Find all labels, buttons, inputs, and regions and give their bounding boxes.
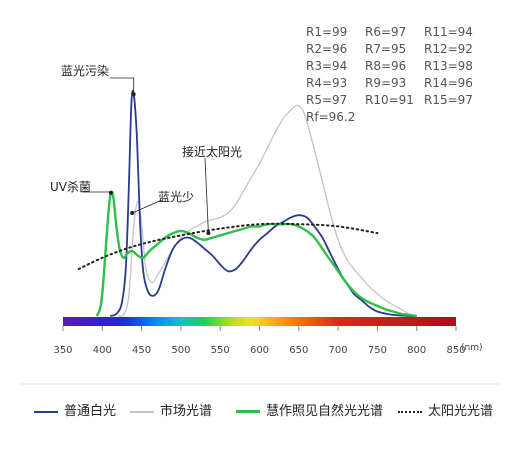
legend-swatch xyxy=(34,410,58,413)
x-tick-label: 700 xyxy=(329,345,348,356)
x-tick-label: 400 xyxy=(93,345,112,356)
annotation-less-blue: 蓝光少 xyxy=(158,190,195,204)
legend-item-huizuo-natural: 慧作照见自然光光谱 xyxy=(236,400,383,419)
cri-value: R8=96 xyxy=(365,59,407,73)
annotation-dot xyxy=(130,211,135,215)
legend-label: 太阳光光谱 xyxy=(428,404,494,419)
x-tick-label: 550 xyxy=(211,345,230,356)
cri-column-3: R11=94 R12=92 R13=98 R14=96 R15=97 xyxy=(424,24,473,109)
series-layer xyxy=(77,89,417,318)
annotation-near-sunlight: 接近太阳光 xyxy=(182,145,243,159)
cri-value: R1=99 xyxy=(306,25,348,39)
annotation-leader-line xyxy=(132,199,163,214)
legend-swatch xyxy=(130,410,154,413)
cri-column-1: R1=99 R2=96 R3=94 R4=93 R5=97 Rf=96.2 xyxy=(306,24,355,126)
cri-value: R4=93 xyxy=(306,76,348,90)
legend-item-ordinary-white: 普通白光 xyxy=(34,400,116,419)
series-market-spectrum-line xyxy=(117,104,417,317)
x-tick-label: 650 xyxy=(289,345,308,356)
legend-swatch xyxy=(398,410,422,413)
cri-value: R15=97 xyxy=(424,93,473,107)
legend-item-sunlight: 太阳光光谱 xyxy=(398,400,493,419)
series-huizuo-natural-line xyxy=(95,190,417,318)
cri-value: R12=92 xyxy=(424,42,473,56)
x-tick-label: 350 xyxy=(53,345,72,356)
x-tick-label: 800 xyxy=(407,345,426,356)
cri-value: R10=91 xyxy=(365,93,414,107)
x-tick-label: 850 xyxy=(446,345,465,356)
legend-label: 普通白光 xyxy=(64,404,117,419)
cri-value: R2=96 xyxy=(306,42,348,56)
cri-value: R9=93 xyxy=(365,76,407,90)
annotation-dot xyxy=(131,92,136,97)
cri-rf-value: Rf=96.2 xyxy=(306,110,356,124)
annotation-layer xyxy=(82,77,211,236)
wavelength-spectrum-bar xyxy=(63,317,456,326)
cri-value: R11=94 xyxy=(424,25,473,39)
legend-item-market-spectrum: 市场光谱 xyxy=(130,400,212,419)
cri-value: R7=95 xyxy=(365,42,407,56)
x-tick-label: 450 xyxy=(132,345,151,356)
series-ordinary-white-line xyxy=(109,89,417,317)
annotation-leader-line xyxy=(204,157,209,234)
annotation-uv-sterilization: UV杀菌 xyxy=(50,180,91,194)
cri-column-2: R6=97 R7=95 R8=96 R9=93 R10=91 xyxy=(365,24,414,109)
x-axis: 350 400 450 500 550 600 650 700 750 800 850 xyxy=(53,326,466,356)
cri-value: R6=97 xyxy=(365,25,407,39)
cri-value: R5=97 xyxy=(306,93,348,107)
x-tick-label: 500 xyxy=(171,345,190,356)
annotation-leader-line xyxy=(110,77,135,95)
cri-value: R13=98 xyxy=(424,59,473,73)
x-tick-label: 600 xyxy=(250,345,269,356)
legend-swatch xyxy=(236,410,260,413)
legend-label: 市场光谱 xyxy=(160,404,213,419)
cri-value: R3=94 xyxy=(306,59,348,73)
x-tick-label: 750 xyxy=(368,345,387,356)
cri-value: R14=96 xyxy=(424,76,473,90)
series-sunlight-line xyxy=(77,222,379,270)
legend-label: 慧作照见自然光光谱 xyxy=(266,404,384,419)
annotation-blue-pollution: 蓝光污染 xyxy=(61,64,110,78)
annotation-dot xyxy=(108,190,113,195)
annotation-dot xyxy=(206,231,211,236)
x-axis-unit: (nm) xyxy=(461,343,483,353)
